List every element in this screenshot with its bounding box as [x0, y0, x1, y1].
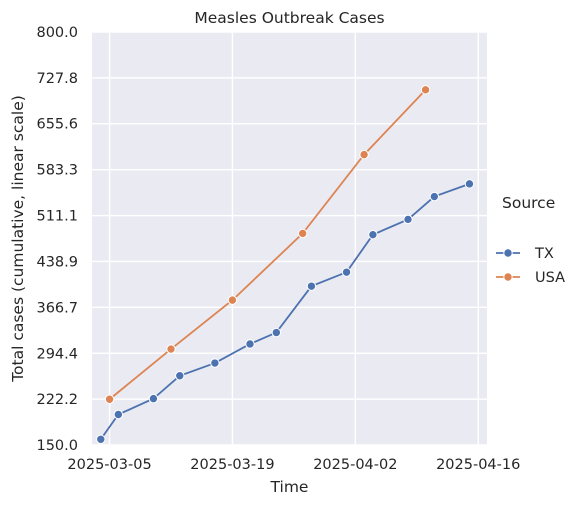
data-point-usa — [166, 344, 176, 354]
data-point-tx — [210, 358, 220, 368]
data-point-tx — [341, 267, 352, 277]
series-points — [96, 85, 475, 444]
y-tick-label: 150.0 — [36, 438, 78, 454]
legend-marker-usa — [503, 272, 513, 282]
data-point-tx — [306, 281, 317, 291]
x-axis-label: Time — [270, 478, 309, 496]
legend-marker-tx — [503, 248, 513, 258]
legend-items: TX USA — [496, 246, 565, 286]
y-axis-label: Total cases (cumulative, linear scale) — [9, 95, 27, 383]
x-tick-label: 2025-04-02 — [313, 457, 397, 473]
data-point-usa — [227, 295, 238, 305]
data-point-tx — [368, 229, 378, 240]
data-point-usa — [359, 149, 369, 160]
legend: Source TX USA — [496, 194, 565, 286]
data-point-usa — [420, 85, 431, 95]
plot-background — [92, 32, 487, 445]
data-point-tx — [113, 409, 124, 420]
y-tick-label: 583.3 — [36, 163, 78, 179]
y-tick-label: 727.8 — [36, 71, 78, 87]
y-tick-labels: 150.0 222.2 294.4 366.7 438.9 511.1 583.3 655.6… — [36, 25, 78, 454]
data-point-tx — [271, 327, 282, 338]
data-point-tx — [245, 339, 255, 349]
data-point-usa — [104, 394, 115, 404]
grid — [92, 31, 487, 446]
y-tick-label: 366.7 — [36, 300, 78, 316]
data-point-tx — [175, 371, 185, 381]
data-point-tx — [464, 179, 475, 189]
y-tick-label: 511.1 — [36, 209, 78, 225]
chart-title: Measles Outbreak Cases — [194, 9, 384, 27]
x-tick-label: 2025-03-19 — [190, 457, 274, 473]
y-tick-label: 294.4 — [36, 346, 78, 362]
data-point-tx — [148, 393, 159, 404]
x-tick-labels: 2025-03-05 2025-03-19 2025-04-02 2025-04-16 — [67, 457, 520, 473]
legend-title: Source — [502, 194, 555, 212]
data-point-usa — [297, 228, 308, 239]
series-line-usa — [108, 89, 427, 400]
legend-label-tx: TX — [534, 246, 554, 262]
data-point-tx — [403, 214, 413, 225]
data-point-tx — [429, 191, 440, 202]
y-tick-label: 655.6 — [36, 117, 78, 133]
x-tick-label: 2025-03-05 — [67, 457, 151, 473]
y-tick-label: 438.9 — [36, 254, 78, 270]
legend-label-usa: USA — [535, 270, 565, 286]
x-tick-label: 2025-04-16 — [436, 457, 520, 473]
y-tick-label: 222.2 — [36, 392, 78, 408]
data-point-tx — [96, 434, 106, 444]
y-tick-label: 800.0 — [36, 25, 78, 41]
